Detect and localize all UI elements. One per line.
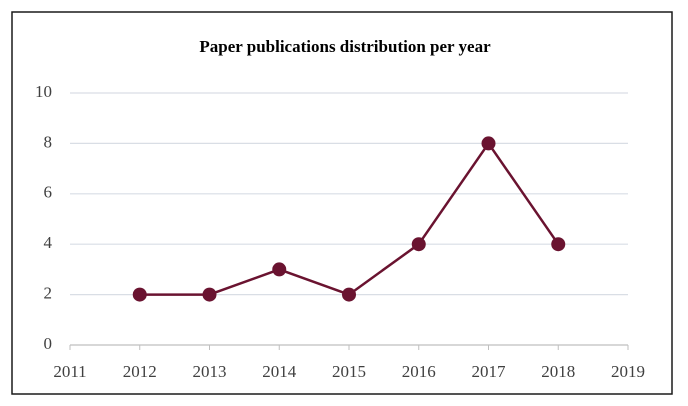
data-point [551, 237, 566, 252]
data-point [411, 237, 426, 252]
y-tick-label: 4 [44, 233, 53, 252]
y-tick-label: 0 [44, 334, 53, 353]
x-tick-label: 2014 [262, 362, 297, 381]
x-tick-label: 2016 [402, 362, 436, 381]
y-tick-label: 10 [35, 82, 52, 101]
data-point [202, 287, 217, 302]
x-tick-label: 2015 [332, 362, 366, 381]
x-tick-label: 2013 [193, 362, 227, 381]
data-point [481, 136, 496, 151]
chart-title: Paper publications distribution per year [199, 37, 491, 56]
chart-border [11, 11, 673, 395]
data-point [342, 287, 356, 302]
x-tick-label: 2018 [541, 362, 575, 381]
y-tick-label: 8 [44, 132, 53, 151]
x-tick-label: 2012 [123, 362, 157, 381]
data-point [132, 287, 147, 302]
x-tick-label: 2011 [53, 362, 86, 381]
x-tick-label: 2017 [472, 362, 507, 381]
y-tick-label: 6 [44, 183, 53, 202]
y-tick-label: 2 [44, 284, 53, 303]
x-tick-label: 2019 [611, 362, 645, 381]
data-point [272, 262, 287, 277]
